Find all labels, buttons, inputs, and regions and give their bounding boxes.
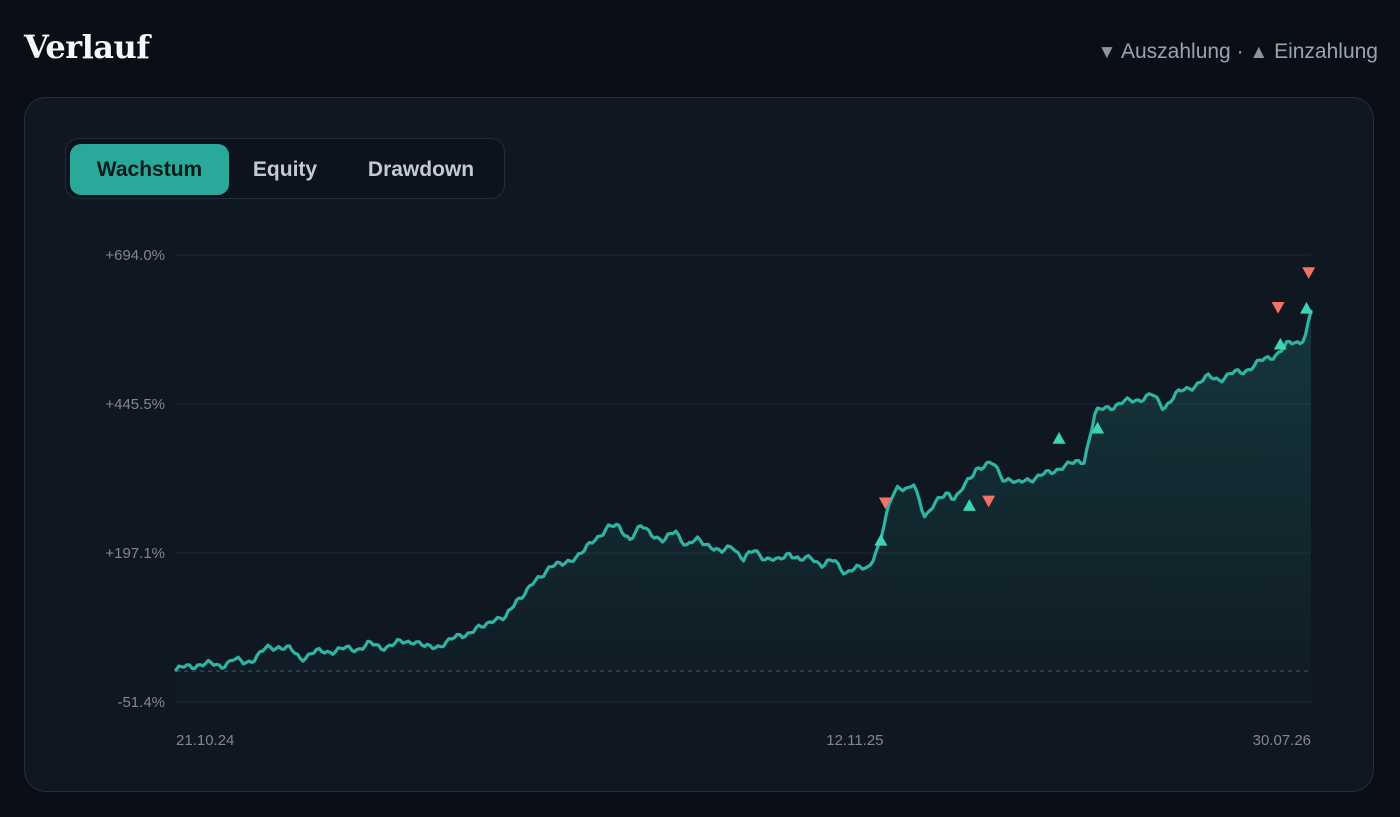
withdrawal-legend-icon: ▼ <box>1097 42 1117 63</box>
withdrawal-marker <box>1271 301 1285 314</box>
tab-equity[interactable]: Equity <box>252 158 318 181</box>
y-tick-label: -51.4% <box>117 694 165 711</box>
deposit-marker <box>874 533 888 546</box>
deposit-legend-icon: ▲ <box>1249 42 1269 63</box>
event-legend: ▼ Auszahlung · ▲ Einzahlung <box>1097 40 1378 64</box>
page-title: Verlauf <box>24 28 150 66</box>
y-tick-label: +197.1% <box>105 545 165 562</box>
x-tick-label: 12.11.25 <box>826 732 883 749</box>
deposit-marker <box>1052 432 1066 444</box>
growth-line <box>174 309 1313 672</box>
legend-separator: · <box>1236 40 1244 63</box>
deposit-marker <box>962 499 976 511</box>
deposit-marker <box>1273 337 1287 350</box>
growth-area-fill <box>176 311 1311 702</box>
chart-mode-tabs: Wachstum Equity Drawdown <box>65 138 505 199</box>
withdrawal-marker <box>1302 267 1316 279</box>
deposit-legend-label: Einzahlung <box>1274 40 1378 63</box>
y-tick-label: +445.5% <box>105 396 165 413</box>
y-tick-label: +694.0% <box>105 247 165 264</box>
deposit-marker <box>1091 421 1105 434</box>
tab-wachstum[interactable]: Wachstum <box>70 144 229 195</box>
withdrawal-marker <box>982 495 996 508</box>
deposit-marker <box>1299 301 1313 314</box>
x-tick-label: 30.07.26 <box>1253 732 1311 749</box>
x-tick-label: 21.10.24 <box>176 732 234 749</box>
withdrawal-marker <box>878 497 892 510</box>
withdrawal-legend-label: Auszahlung <box>1120 40 1231 63</box>
tab-drawdown[interactable]: Drawdown <box>367 158 475 181</box>
